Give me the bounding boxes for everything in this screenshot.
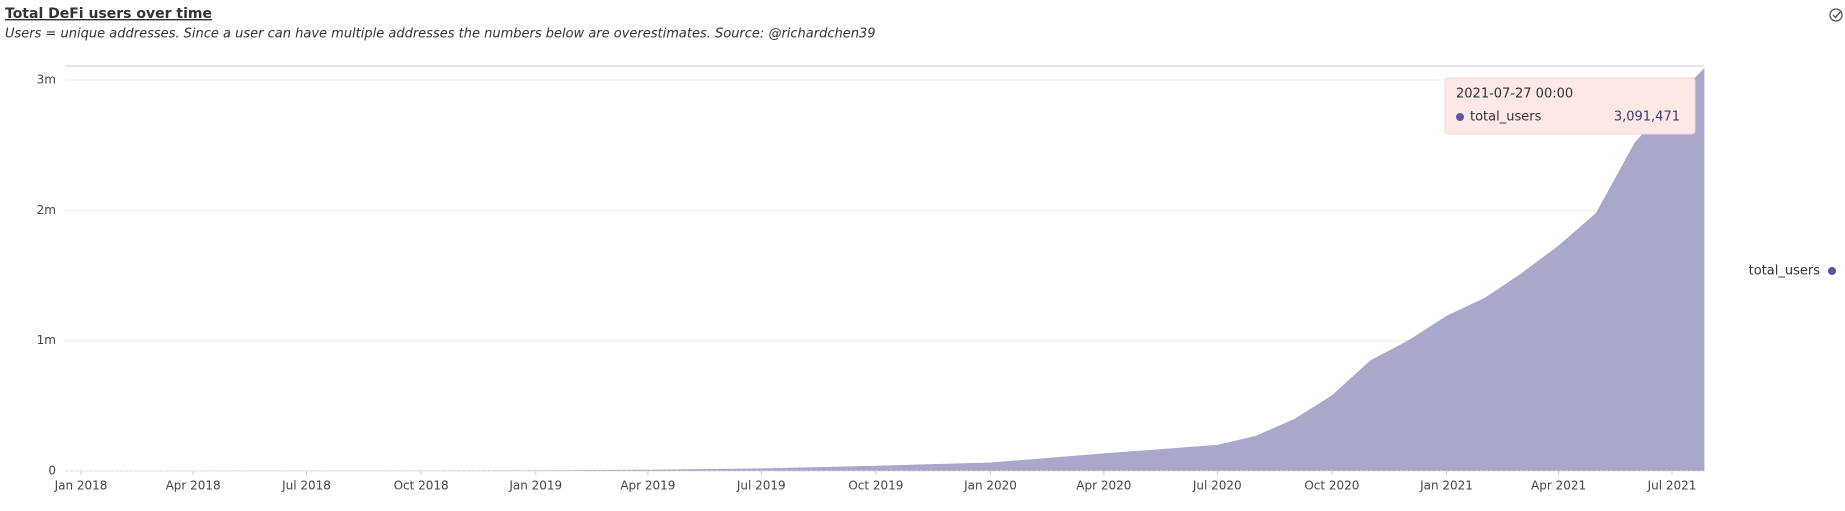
x-tick-label: Jul 2019 <box>736 479 786 493</box>
tooltip-value: 3,091,471 <box>1614 110 1680 125</box>
x-tick-label: Jan 2021 <box>1419 479 1473 493</box>
x-tick-label: Jan 2020 <box>963 479 1017 493</box>
check-icon[interactable] <box>1829 8 1843 22</box>
y-tick-label: 0 <box>48 464 56 478</box>
legend-label: total_users <box>1749 264 1821 279</box>
x-tick-label: Oct 2018 <box>394 479 449 493</box>
check-mark <box>1832 10 1842 19</box>
x-tick-label: Jan 2018 <box>54 479 108 493</box>
x-tick-label: Apr 2021 <box>1531 479 1586 493</box>
legend-marker <box>1828 267 1836 275</box>
tooltip: 2021-07-27 00:00 total_users 3,091,471 <box>1444 77 1696 135</box>
tooltip-title: 2021-07-27 00:00 <box>1456 87 1573 102</box>
tooltip-marker <box>1456 113 1464 121</box>
x-tick-label: Apr 2019 <box>620 479 675 493</box>
chart-title: Total DeFi users over time <box>5 6 212 22</box>
x-tick-label: Jul 2020 <box>1192 479 1242 493</box>
x-tick-label: Oct 2020 <box>1304 479 1359 493</box>
chart-subtitle: Users = unique addresses. Since a user c… <box>5 27 876 42</box>
y-tick-label: 2m <box>37 203 56 217</box>
y-tick-label: 3m <box>37 73 56 87</box>
x-tick-label: Apr 2018 <box>166 479 221 493</box>
check-circle <box>1829 8 1843 22</box>
tooltip-box <box>1444 77 1696 135</box>
x-tick-label: Jul 2018 <box>281 479 331 493</box>
x-tick-label: Jul 2021 <box>1647 479 1697 493</box>
x-tick-label: Oct 2019 <box>848 479 903 493</box>
x-tick-label: Apr 2020 <box>1076 479 1131 493</box>
y-tick-label: 1m <box>37 333 56 347</box>
area <box>81 68 1705 472</box>
tooltip-series: total_users <box>1470 110 1542 125</box>
x-tick-label: Jan 2019 <box>508 479 562 493</box>
